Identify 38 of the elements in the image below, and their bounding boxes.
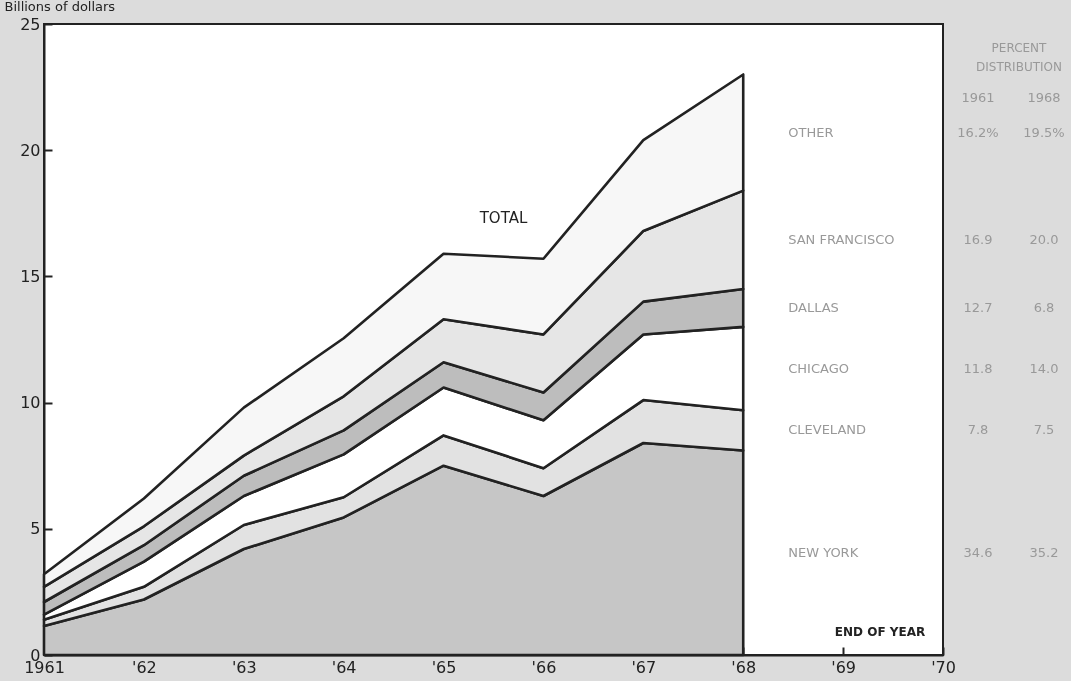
x-tick-label: '68 (731, 657, 757, 677)
text: OTHER (788, 124, 834, 140)
x-tick-label: '66 (531, 657, 557, 677)
text: 35.2 (1029, 544, 1059, 560)
text: 6.8 (1033, 299, 1055, 315)
text: 14.0 (1029, 360, 1059, 376)
x-tick-label: '70 (931, 657, 956, 677)
text: 1968 (1027, 90, 1061, 105)
annotation: END OF YEAR (834, 625, 926, 639)
x-tick-label: '62 (132, 657, 157, 677)
y-axis-title: Billions of dollars (4, 0, 116, 14)
text: CLEVELAND (788, 422, 867, 438)
y-tick-label: 10 (20, 393, 41, 413)
text: 12.7 (963, 299, 993, 315)
x-tick-label: '64 (331, 657, 357, 677)
text: 7.8 (967, 422, 989, 438)
text: 7.5 (1033, 422, 1055, 438)
text: NEW YORK (788, 544, 859, 560)
x-tick-label: '69 (831, 657, 856, 677)
y-tick-label: 20 (20, 140, 41, 160)
annotation: TOTAL (478, 209, 528, 228)
x-tick-label: '65 (431, 657, 457, 677)
x-tick-label: '67 (631, 657, 657, 677)
y-tick-label: 5 (30, 519, 41, 539)
y-tick-label: 25 (20, 14, 41, 34)
text: PERCENT DISTRIBUTION (976, 41, 1062, 74)
text: 34.6 (963, 544, 993, 560)
text: 20.0 (1029, 231, 1059, 247)
text: 16.2% (957, 124, 999, 140)
text: CHICAGO (788, 360, 849, 376)
text: SAN FRANCISCO (788, 231, 895, 247)
x-tick-label: '63 (231, 657, 257, 677)
text: 11.8 (963, 360, 993, 376)
text: DALLAS (788, 299, 839, 315)
text: 1961 (961, 90, 995, 105)
text: 16.9 (963, 231, 993, 247)
y-tick-label: 15 (20, 266, 41, 286)
text: 19.5% (1023, 124, 1065, 140)
